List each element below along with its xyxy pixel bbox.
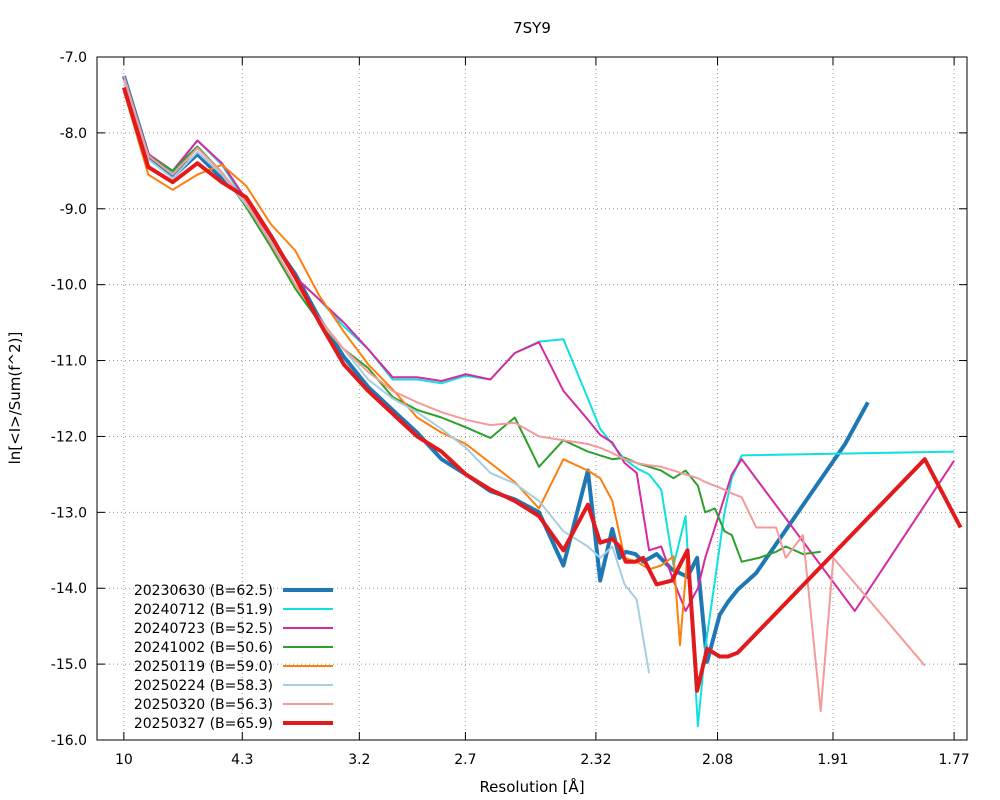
x-tick-label: 4.3 [231, 752, 253, 768]
y-tick-label: -16.0 [51, 733, 87, 749]
y-tick-label: -9.0 [60, 202, 87, 218]
legend-entry-label: 20240723 (B=52.5) [134, 621, 273, 637]
y-tick-label: -10.0 [51, 278, 87, 294]
series-line-7 [122, 75, 926, 713]
x-tick-label: 2.32 [580, 752, 611, 768]
legend-entry-label: 20240712 (B=51.9) [134, 602, 273, 618]
y-tick-label: -8.0 [60, 126, 87, 142]
y-tick-label: -13.0 [51, 505, 87, 521]
x-axis-ticks: 10 4.3 3.2 2.7 2.32 2.08 1.91 1.77 [115, 57, 970, 768]
y-tick-label: -12.0 [51, 429, 87, 445]
x-tick-label: 2.08 [702, 752, 733, 768]
x-tick-label: 2.7 [454, 752, 476, 768]
legend-entry-label: 20241002 (B=50.6) [134, 640, 273, 656]
chart-title: 7SY9 [513, 19, 551, 37]
legend-entry-label: 20230630 (B=62.5) [134, 583, 273, 599]
legend-entry-label: 20250119 (B=59.0) [134, 659, 273, 675]
y-axis-ticks: -7.0 -8.0 -9.0 -10.0 -11.0 -12.0 -13.0 -14.0 -15… [51, 50, 967, 749]
series-line-4 [122, 79, 821, 563]
series-line-1 [121, 75, 870, 664]
plot-frame [96, 56, 968, 741]
y-tick-label: -11.0 [51, 354, 87, 370]
series-line-3 [122, 79, 955, 612]
x-tick-label: 3.2 [348, 752, 370, 768]
y-tick-label: -14.0 [51, 581, 87, 597]
x-tick-label: 10 [115, 752, 133, 768]
x-tick-label: 1.91 [817, 752, 848, 768]
y-tick-label: -15.0 [51, 657, 87, 673]
legend-entry-label: 20250224 (B=58.3) [134, 678, 273, 694]
legend: 20230630 (B=62.5) 20240712 (B=51.9) 202407… [134, 583, 333, 732]
legend-entry-label: 20250320 (B=56.3) [134, 697, 273, 713]
series-line-5 [122, 90, 689, 647]
series-line-6 [122, 79, 651, 674]
x-axis-label: Resolution [Å] [479, 777, 584, 796]
data-series [121, 75, 963, 728]
y-tick-label: -7.0 [60, 50, 87, 66]
grid-lines [97, 57, 967, 740]
series-line-8 [121, 86, 963, 693]
y-axis-label: ln[<I>/Sum(f^2)] [6, 332, 24, 465]
legend-entry-label: 20250327 (B=65.9) [134, 716, 273, 732]
x-tick-label: 1.77 [939, 752, 970, 768]
